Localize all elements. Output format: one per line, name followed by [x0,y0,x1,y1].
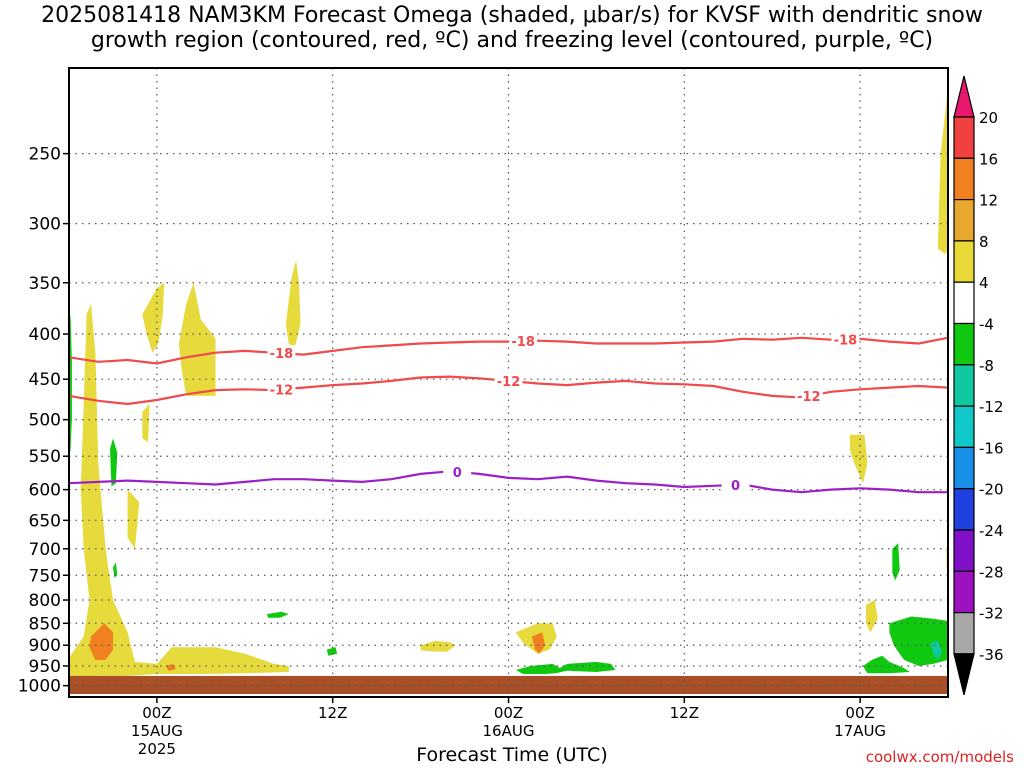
x-tick-label-48-1: 17AUG [834,722,886,740]
omega-region-orange-1 [531,632,546,654]
contour-label--18: -18 [270,347,294,362]
colorbar-label--24: -24 [979,522,1004,540]
colorbar-label--32: -32 [979,605,1004,623]
omega-region-yellow-8 [849,434,868,484]
colorbar-box-7 [953,405,975,449]
colorbar-label-8: 8 [979,233,989,251]
y-tick-label-1000: 1000 [18,677,61,697]
contour-label--18: -18 [511,335,535,350]
contour-label--12: -12 [797,390,821,405]
colorbar-label-16: 16 [979,150,998,168]
y-tick-label-550: 550 [29,447,61,467]
colorbar-label--12: -12 [979,398,1004,416]
colorbar-label--16: -16 [979,439,1004,457]
ground-fill [69,675,948,694]
x-tick-label-24-0: 00Z [494,704,523,722]
y-tick-label-850: 850 [29,614,61,634]
y-tick-label-300: 300 [29,215,61,235]
colorbar-box-10 [953,529,975,572]
colorbar-box-4 [953,281,975,325]
y-tick-label-700: 700 [29,540,61,560]
contour-label-bg [267,381,296,397]
colorbar-box-2 [953,199,975,242]
x-tick-label-0-2: 2025 [138,740,176,758]
omega-region-green-3 [266,611,289,618]
colorbar-box-11 [953,570,975,614]
y-tick-label-400: 400 [29,325,61,345]
colorbar-box-1 [953,157,975,201]
colorbar-top-triangle [953,75,975,118]
x-tick-label-12-0: 12Z [318,704,347,722]
colorbar-box-6 [953,364,975,407]
x-tick-label-48-0: 00Z [845,704,874,722]
y-tick-label-800: 800 [29,591,61,611]
omega-region-green-7 [889,616,948,666]
y-tick-label-350: 350 [29,274,61,294]
omega-region-orange-0 [89,623,113,660]
colorbar-label--8: -8 [979,357,994,375]
x-tick-label-36-0: 12Z [670,704,699,722]
x-tick-label-0-0: 00Z [142,704,171,722]
y-tick-label-900: 900 [29,636,61,656]
colorbar-label--4: -4 [979,316,994,334]
colorbar-box-9 [953,488,975,531]
x-axis-label: Forecast Time (UTC) [416,744,608,766]
colorbar-label--20: -20 [979,481,1004,499]
colorbar-box-5 [953,322,975,366]
y-tick-label-450: 450 [29,370,61,390]
y-tick-label-500: 500 [29,411,61,431]
chart-title-line-1: 2025081418 NAM3KM Forecast Omega (shaded… [41,3,983,28]
contour-label-0: 0 [731,479,740,494]
omega-region-yellow-3 [285,260,301,349]
plot-area: -18 -18 -18 -12 -12 -12 0 0 [69,68,948,697]
omega-region-yellow-2 [178,282,216,396]
contour-label-bg [831,331,860,347]
chart-title-line-2: growth region (contoured, red, ºC) and f… [90,28,934,53]
omega-region-green-8 [892,543,900,581]
colorbar-label--36: -36 [979,646,1004,664]
colorbar-label--28: -28 [979,563,1004,581]
colorbar-label-20: 20 [979,109,998,127]
colorbar-bottom-triangle [953,653,975,696]
y-tick-label-950: 950 [29,657,61,677]
omega-region-green-5 [515,661,616,674]
omega-region-green-2 [113,562,118,578]
omega-region-yellow-4 [420,640,456,652]
contour-label-bg [267,345,296,361]
contour-label--18: -18 [834,333,858,348]
y-tick-label-650: 650 [29,511,61,531]
contour-label-bg [794,388,823,404]
omega-region-green-4 [326,647,338,656]
colorbar-label-12: 12 [979,192,998,210]
colorbar-box-8 [953,446,975,490]
colorbar-box-12 [953,611,975,655]
omega-region-green-1 [110,438,118,487]
contour-label--12: -12 [497,375,521,390]
colorbar-box-0 [953,116,975,159]
y-tick-label-250: 250 [29,145,61,165]
contour-label-bg [443,463,472,479]
x-tick-label-0-1: 15AUG [131,722,183,740]
contour-label-bg [721,476,750,492]
omega-region-yellow-6 [127,489,140,549]
x-tick-label-24-1: 16AUG [483,722,535,740]
contour-label--12: -12 [270,384,294,399]
contour-label-0: 0 [453,466,462,481]
omega-region-yellow-1 [142,282,165,353]
omega-region-yellow-10 [937,86,948,255]
y-tick-label-750: 750 [29,566,61,586]
source-credit[interactable]: coolwx.com/models [865,748,1014,766]
colorbar-label-4: 4 [979,274,989,292]
omega-region-yellow-9 [866,600,878,633]
y-tick-label-600: 600 [29,481,61,501]
contour-label-bg [509,333,538,349]
contour-label-bg [494,372,523,388]
omega-region-teal-0 [930,640,943,660]
contour-line--18 [69,336,948,365]
contour-line-0 [69,470,948,494]
colorbar-box-3 [953,240,975,283]
omega-region-green-6 [863,655,910,674]
omega-region-yellow-5 [142,404,150,442]
